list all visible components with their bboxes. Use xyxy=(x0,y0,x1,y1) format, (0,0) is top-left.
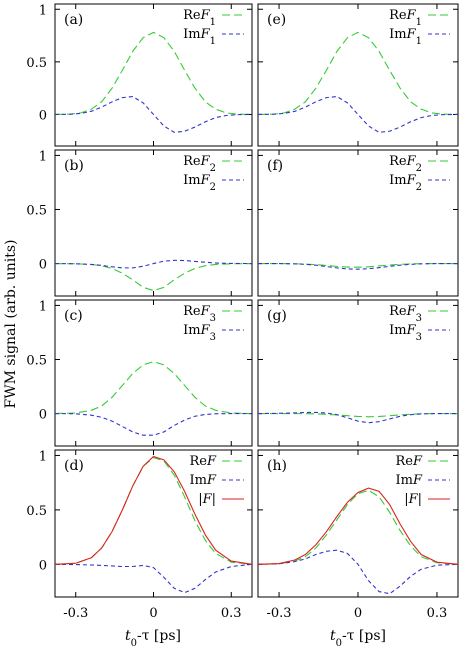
series-line-im xyxy=(54,95,253,133)
y-tick-label: 0 xyxy=(39,408,47,423)
series-line-re xyxy=(54,263,253,292)
panel-label: (h) xyxy=(267,458,287,474)
series-line-re xyxy=(54,31,253,115)
plot-frame xyxy=(54,3,253,147)
legend-label: ImF2 xyxy=(183,173,216,193)
series-line-re xyxy=(257,489,459,565)
y-tick-label: 0.5 xyxy=(26,504,47,519)
y-tick-label: 1 xyxy=(39,449,47,464)
y-axis-title: FWM signal (arb. units) xyxy=(3,240,19,409)
series-line-im xyxy=(257,549,459,595)
legend-label: ReF2 xyxy=(183,154,216,174)
series-line-re xyxy=(257,31,459,115)
panel-label: (a) xyxy=(64,12,83,28)
y-tick-label: 1 xyxy=(39,149,47,164)
series-line-im xyxy=(54,259,253,269)
panel-label: (f) xyxy=(267,158,283,174)
panel-d: 0 0.5 1 -0.3 0 0.3 (d) ReF ImF |F| xyxy=(26,449,253,621)
plot-frame xyxy=(257,3,459,147)
plot-frame xyxy=(54,299,253,447)
panel-h: -0.3 0 0.3 (h) ReF ImF |F| xyxy=(257,449,459,621)
plot-frame xyxy=(54,449,253,598)
legend-label: ImF xyxy=(190,473,217,488)
y-tick-label: 1 xyxy=(39,299,47,314)
series-line-im xyxy=(54,413,252,436)
x-tick-label: 0 xyxy=(354,606,362,621)
y-tick-label: 0.5 xyxy=(26,353,47,368)
series-line-re xyxy=(258,413,458,418)
panel-label: (b) xyxy=(64,158,84,174)
plot-frame xyxy=(257,299,459,447)
x-tick-label: 0 xyxy=(149,606,157,621)
legend-label: ReF xyxy=(395,454,422,469)
legend-label: ReF3 xyxy=(183,304,216,324)
plot-frame xyxy=(257,149,459,297)
legend-label: |F| xyxy=(404,492,422,507)
legend-label: ReF1 xyxy=(183,8,216,28)
legend-label: ImF3 xyxy=(389,323,422,343)
legend-label: ImF xyxy=(396,473,423,488)
legend-label: ReF xyxy=(189,454,216,469)
panel-label: (c) xyxy=(64,308,83,324)
x-tick-label: -0.3 xyxy=(63,606,88,621)
y-tick-label: 0 xyxy=(39,558,47,573)
x-tick-label: 0.3 xyxy=(221,606,242,621)
y-tick-label: 1 xyxy=(39,3,47,18)
series-line-abs xyxy=(257,487,459,565)
series-line-re xyxy=(54,361,253,415)
y-tick-label: 0.5 xyxy=(26,203,47,218)
legend-label: ImF3 xyxy=(183,323,216,343)
legend-label: |F| xyxy=(198,492,216,507)
legend-label: ReF1 xyxy=(389,8,422,28)
x-axis-title-left: t0-τ [ps] xyxy=(125,628,181,649)
y-tick-label: 0.5 xyxy=(26,56,47,71)
series-line-im xyxy=(54,563,253,594)
y-tick-label: 0 xyxy=(39,108,47,123)
panel-label: (e) xyxy=(267,12,286,28)
plot-frame xyxy=(257,449,459,598)
x-tick-label: -0.3 xyxy=(267,606,292,621)
panel-label: (g) xyxy=(267,308,287,324)
legend-label: ImF1 xyxy=(183,27,216,47)
y-tick-label: 0 xyxy=(39,258,47,273)
legend-label: ImF1 xyxy=(389,27,422,47)
series-line-im xyxy=(258,263,458,270)
x-axis-title-right: t0-τ [ps] xyxy=(330,628,386,649)
legend-label: ReF3 xyxy=(389,304,422,324)
series-line-im xyxy=(257,411,458,424)
x-tick-label: 0.3 xyxy=(427,606,448,621)
legend-label: ImF2 xyxy=(389,173,422,193)
legend-label: ReF2 xyxy=(389,154,422,174)
series-line-re xyxy=(54,457,253,565)
series-line-abs xyxy=(54,455,253,565)
series-line-im xyxy=(257,95,459,133)
panel-label: (d) xyxy=(64,458,84,474)
plot-frame xyxy=(54,149,253,297)
